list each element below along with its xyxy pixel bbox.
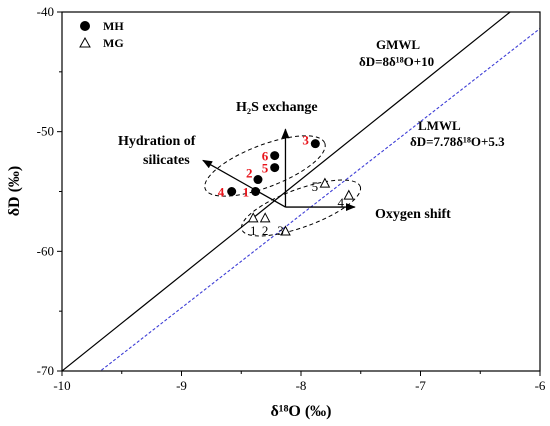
mg-point-1 — [247, 212, 259, 223]
mg-point-label: 3 — [277, 223, 284, 238]
mh-point-6 — [270, 151, 280, 161]
gmwl-name: GMWL — [376, 37, 420, 52]
mh-point-label: 4 — [218, 185, 225, 200]
lmwl-line — [99, 28, 540, 371]
legend: MH MG — [79, 19, 124, 50]
mg-point-2 — [259, 212, 271, 223]
x-tick-label: -7 — [415, 378, 426, 393]
mh-point-5 — [270, 163, 280, 173]
mg-group-ellipse — [240, 179, 362, 237]
mh-group-ellipse — [204, 135, 326, 197]
mg-point-label: 1 — [250, 223, 257, 238]
mg-point-5 — [319, 177, 331, 188]
gmwl-line — [62, 12, 512, 371]
y-tick-label: -60 — [37, 243, 54, 258]
mh-point-1 — [251, 187, 261, 196]
legend-mh-marker — [80, 21, 90, 31]
y-tick-label: -70 — [37, 363, 54, 378]
x-tick-label: -10 — [53, 378, 70, 393]
mh-point-label: 3 — [302, 133, 309, 148]
mg-point-label: 5 — [312, 179, 319, 194]
up-left-arrow — [202, 159, 286, 208]
y-tick-label: -50 — [37, 124, 54, 139]
mh-point-3 — [310, 139, 320, 149]
legend-mg-label: MG — [103, 36, 124, 50]
legend-mg-marker — [79, 36, 91, 48]
lmwl-name: LMWL — [418, 118, 461, 133]
mh-point-2 — [253, 175, 263, 185]
legend-mh-label: MH — [103, 19, 124, 33]
mg-point-label: 4 — [338, 195, 345, 210]
h2s-exchange-annotation: H₂S exchange — [236, 100, 318, 115]
y-tick-label: -40 — [37, 4, 54, 19]
mg-point-3 — [280, 225, 291, 236]
x-tick-label: -8 — [296, 378, 307, 393]
hydration-annotation-line2: silicates — [143, 153, 190, 168]
mh-point-4 — [227, 187, 237, 196]
mh-point-label: 6 — [262, 149, 269, 164]
hydration-annotation-line1: Hydration of — [118, 134, 196, 149]
x-tick-label: -9 — [176, 378, 187, 393]
x-tick-label: -6 — [535, 378, 546, 393]
oxygen-shift-annotation: Oxygen shift — [375, 207, 451, 222]
x-axis-label: δ¹⁸O (‰) — [271, 403, 332, 420]
gmwl-equation: δD=8δ¹⁸O+10 — [359, 54, 434, 69]
y-axis-label: δD (‰) — [6, 166, 23, 217]
lmwl-equation: δD=7.78δ¹⁸O+5.3 — [410, 134, 505, 149]
mh-point-label: 5 — [262, 161, 269, 176]
mh-point-label: 2 — [246, 166, 253, 181]
plot-frame — [61, 11, 541, 372]
mg-point-label: 2 — [262, 223, 269, 238]
mg-point-4 — [343, 189, 355, 200]
mh-point-label: 1 — [243, 185, 250, 200]
